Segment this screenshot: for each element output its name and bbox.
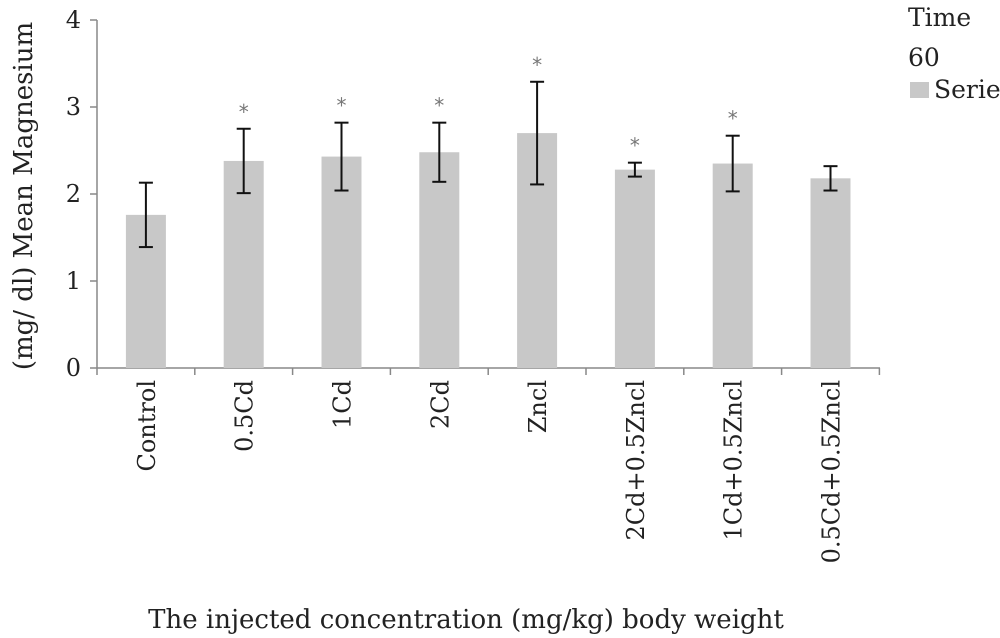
significance-marker: *: [532, 53, 542, 77]
bar: [614, 169, 655, 368]
legend-swatch: [910, 82, 929, 98]
error-bars: [138, 80, 838, 249]
significance-marker: *: [434, 94, 444, 118]
y-tick-label: 3: [66, 93, 81, 121]
legend-subtitle: 60: [908, 43, 940, 72]
bar: [419, 152, 460, 368]
bar: [712, 163, 753, 368]
significance-marker: *: [728, 107, 738, 131]
significance-markers: * * * * * *: [239, 53, 738, 158]
category-label: Zncl: [524, 380, 552, 433]
category-label: 0.5Cd+0.5Zncl: [818, 380, 846, 563]
y-tick-label: 1: [66, 267, 81, 295]
category-label: 0.5Cd: [231, 380, 259, 452]
x-axis-title: The injected concentration (mg/kg) body …: [148, 605, 784, 635]
y-axis-title: (mg/ dl) Mean Magnesium: [9, 22, 39, 370]
legend-title: Time: [908, 3, 971, 32]
y-tick-label: 4: [66, 6, 81, 34]
y-axis: 0 1 2 3 4: [66, 6, 98, 382]
legend: Time 60 Series1: [908, 3, 1000, 104]
bar: [810, 178, 851, 368]
bar: [321, 156, 362, 368]
y-tick-label: 0: [66, 354, 81, 382]
category-label: 2Cd+0.5Zncl: [622, 380, 650, 541]
bar: [223, 160, 264, 368]
legend-entry-label: Series1: [934, 75, 1000, 104]
category-labels: Control 0.5Cd 1Cd 2Cd Zncl 2Cd+0.5Zncl 1Cd+0.5…: [133, 380, 846, 563]
category-label: 2Cd: [426, 380, 454, 429]
significance-marker: *: [630, 134, 640, 158]
category-label: 1Cd: [329, 380, 357, 429]
x-axis: [96, 367, 881, 375]
significance-marker: *: [337, 94, 347, 118]
category-label: 1Cd+0.5Zncl: [720, 380, 748, 541]
y-tick-label: 2: [66, 180, 81, 208]
category-label: Control: [133, 380, 161, 472]
bars: [125, 133, 851, 368]
significance-marker: *: [239, 100, 249, 124]
